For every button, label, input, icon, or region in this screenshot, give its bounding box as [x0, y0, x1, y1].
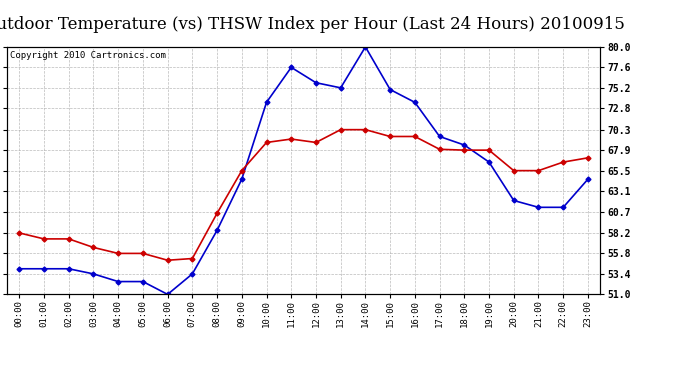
Text: Outdoor Temperature (vs) THSW Index per Hour (Last 24 Hours) 20100915: Outdoor Temperature (vs) THSW Index per … [0, 16, 624, 33]
Text: Copyright 2010 Cartronics.com: Copyright 2010 Cartronics.com [10, 51, 166, 60]
